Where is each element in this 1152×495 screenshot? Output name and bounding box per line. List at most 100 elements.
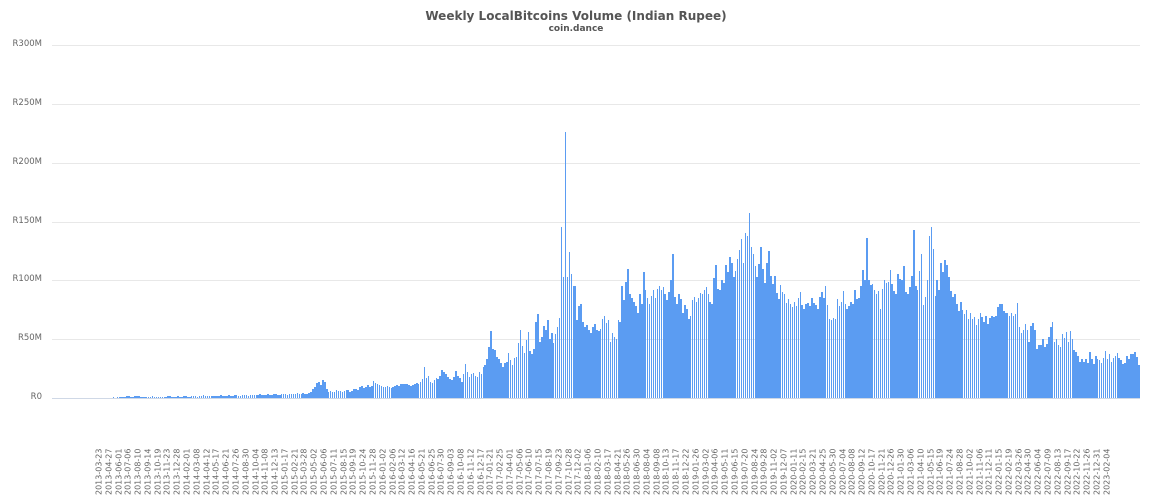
x-tick-label: 2014-06-21 xyxy=(222,449,231,495)
plot-area xyxy=(52,45,1140,398)
y-tick-label: R300M xyxy=(0,39,42,49)
x-tick-label: 2016-01-02 xyxy=(378,449,387,495)
x-tick-label: 2017-05-06 xyxy=(515,449,524,495)
x-tick-label: 2020-03-21 xyxy=(809,449,818,495)
chart-subtitle: coin.dance xyxy=(0,24,1152,34)
x-tick-label: 2015-03-28 xyxy=(300,449,309,495)
x-tick-label: 2022-04-30 xyxy=(1024,449,1033,495)
x-tick-label: 2016-02-06 xyxy=(388,449,397,495)
x-tick-label: 2015-09-19 xyxy=(349,449,358,495)
x-tick-label: 2016-04-16 xyxy=(408,449,417,495)
x-axis-line xyxy=(52,398,1140,399)
x-tick-label: 2015-02-21 xyxy=(290,449,299,495)
x-tick-label: 2019-06-15 xyxy=(730,449,739,495)
x-tick-label: 2014-03-08 xyxy=(192,449,201,495)
x-tick-label: 2017-10-28 xyxy=(564,449,573,495)
y-tick-label: R50M xyxy=(0,333,42,343)
x-tick-label: 2018-10-13 xyxy=(662,449,671,495)
x-tick-label: 2020-04-25 xyxy=(819,449,828,495)
x-tick-label: 2014-05-17 xyxy=(212,449,221,495)
x-tick-label: 2020-08-08 xyxy=(848,449,857,495)
x-tick-label: 2016-05-21 xyxy=(417,449,426,495)
x-tick-label: 2022-11-26 xyxy=(1083,449,1092,495)
x-tick-label: 2016-06-25 xyxy=(427,449,436,495)
x-tick-label: 2022-08-13 xyxy=(1053,449,1062,495)
x-tick-label: 2019-03-02 xyxy=(701,449,710,495)
x-tick-label: 2013-12-28 xyxy=(173,449,182,495)
x-tick-label: 2018-02-10 xyxy=(593,449,602,495)
x-tick-label: 2021-11-06 xyxy=(975,449,984,495)
x-tick-label: 2016-10-08 xyxy=(456,449,465,495)
x-tick-label: 2015-10-24 xyxy=(359,449,368,495)
x-tick-label: 2015-07-11 xyxy=(329,449,338,495)
x-tick-label: 2015-05-02 xyxy=(310,449,319,495)
x-tick-label: 2015-01-17 xyxy=(280,449,289,495)
x-tick-label: 2016-07-30 xyxy=(437,449,446,495)
x-tick-label: 2017-12-02 xyxy=(574,449,583,495)
x-tick-label: 2019-09-28 xyxy=(760,449,769,495)
y-tick-label: R250M xyxy=(0,98,42,108)
bar-series xyxy=(52,45,1140,398)
x-tick-label: 2018-11-17 xyxy=(672,449,681,495)
x-tick-label: 2018-12-22 xyxy=(682,449,691,495)
x-tick-label: 2019-12-07 xyxy=(779,449,788,495)
x-tick-label: 2020-11-21 xyxy=(877,449,886,495)
x-tick-label: 2013-09-14 xyxy=(143,449,152,495)
x-tick-label: 2021-10-02 xyxy=(965,449,974,495)
x-tick-label: 2014-08-30 xyxy=(241,449,250,495)
x-tick-label: 2020-05-30 xyxy=(828,449,837,495)
x-tick-label: 2016-03-12 xyxy=(398,449,407,495)
chart-title: Weekly LocalBitcoins Volume (Indian Rupe… xyxy=(0,9,1152,23)
x-tick-label: 2022-06-04 xyxy=(1034,449,1043,495)
x-tick-label: 2022-03-26 xyxy=(1014,449,1023,495)
x-tick-label: 2018-04-21 xyxy=(613,449,622,495)
x-tick-label: 2017-02-25 xyxy=(496,449,505,495)
x-tick-label: 2016-09-03 xyxy=(447,449,456,495)
x-tick-label: 2021-08-28 xyxy=(955,449,964,495)
x-tick-label: 2018-06-30 xyxy=(633,449,642,495)
x-tick-label: 2023-02-04 xyxy=(1102,449,1111,495)
y-tick-label: R100M xyxy=(0,274,42,284)
x-tick-label: 2021-07-24 xyxy=(946,449,955,495)
x-tick-label: 2021-03-06 xyxy=(907,449,916,495)
x-tick-label: 2021-04-10 xyxy=(916,449,925,495)
x-tick-label: 2013-11-23 xyxy=(163,449,172,495)
x-tick-label: 2017-04-01 xyxy=(505,449,514,495)
x-tick-label: 2022-12-31 xyxy=(1092,449,1101,495)
x-tick-label: 2021-12-11 xyxy=(985,449,994,495)
x-tick-label: 2013-04-27 xyxy=(104,449,113,495)
x-tick-label: 2020-12-26 xyxy=(887,449,896,495)
x-tick-label: 2019-01-26 xyxy=(691,449,700,495)
x-tick-label: 2022-01-15 xyxy=(995,449,1004,495)
x-tick-label: 2014-12-13 xyxy=(271,449,280,495)
x-tick-label: 2022-02-19 xyxy=(1004,449,1013,495)
x-tick-label: 2014-11-08 xyxy=(261,449,270,495)
x-tick-label: 2018-09-08 xyxy=(652,449,661,495)
x-tick-label: 2017-07-15 xyxy=(535,449,544,495)
x-tick-label: 2019-07-20 xyxy=(740,449,749,495)
x-tick-label: 2017-08-19 xyxy=(545,449,554,495)
x-tick-label: 2016-12-17 xyxy=(476,449,485,495)
x-tick-label: 2022-09-17 xyxy=(1063,449,1072,495)
x-tick-label: 2014-04-12 xyxy=(202,449,211,495)
y-tick-label: R0 xyxy=(0,392,42,402)
x-tick-label: 2019-05-11 xyxy=(721,449,730,495)
x-tick-label: 2020-10-17 xyxy=(867,449,876,495)
x-tick-label: 2020-01-11 xyxy=(789,449,798,495)
x-tick-label: 2020-07-04 xyxy=(838,449,847,495)
x-tick-label: 2021-01-30 xyxy=(897,449,906,495)
x-tick-label: 2020-02-15 xyxy=(799,449,808,495)
x-tick-label: 2022-10-22 xyxy=(1073,449,1082,495)
x-tick-label: 2020-09-12 xyxy=(858,449,867,495)
x-tick-label: 2019-04-06 xyxy=(711,449,720,495)
x-tick-label: 2013-03-23 xyxy=(94,449,103,495)
x-tick-label: 2013-10-19 xyxy=(153,449,162,495)
x-tick-label: 2019-11-02 xyxy=(770,449,779,495)
x-tick-label: 2018-01-06 xyxy=(584,449,593,495)
y-tick-label: R200M xyxy=(0,157,42,167)
x-tick-label: 2013-07-06 xyxy=(124,449,133,495)
bar[interactable] xyxy=(1138,365,1140,398)
x-tick-label: 2014-02-01 xyxy=(183,449,192,495)
x-tick-label: 2018-08-04 xyxy=(642,449,651,495)
